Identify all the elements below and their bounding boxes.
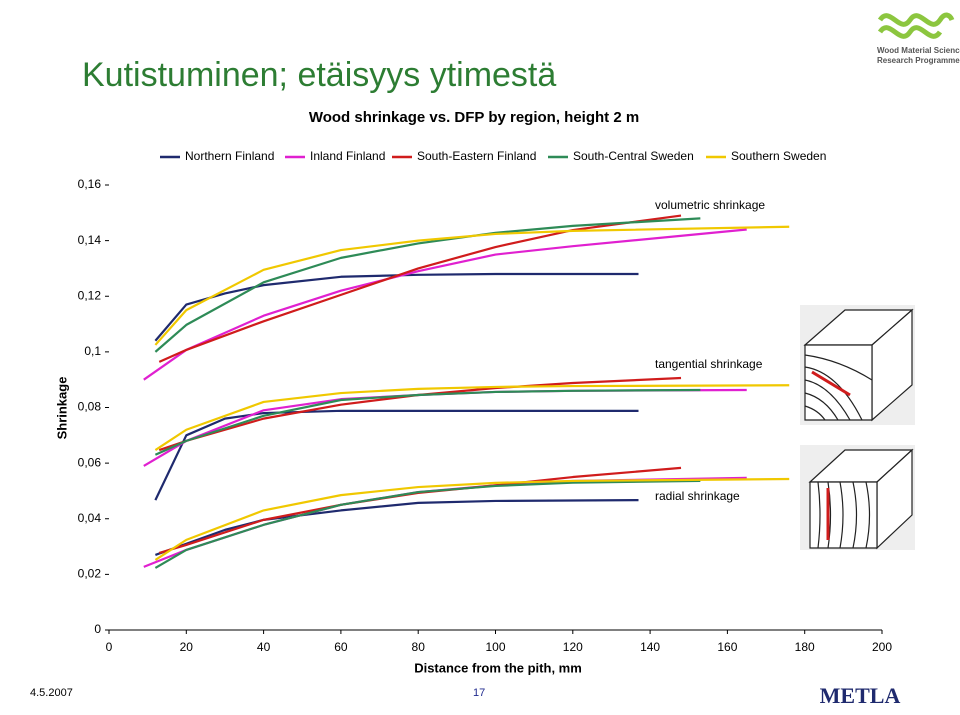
y-tick-label: 0,02 [78, 567, 102, 581]
legend-label: Southern Sweden [731, 149, 826, 163]
page-number: 17 [473, 687, 485, 699]
annotation: tangential shrinkage [655, 357, 763, 371]
x-tick-label: 80 [412, 640, 426, 654]
wood-block-illustration [800, 305, 915, 550]
x-tick-label: 160 [717, 640, 737, 654]
y-tick-label: 0,1 [84, 344, 101, 358]
series-line [154, 217, 701, 353]
x-tick-label: 40 [257, 640, 271, 654]
logo-text: Wood Material Science [877, 46, 960, 55]
y-tick-label: 0,12 [78, 288, 102, 302]
y-tick-label: 0,06 [78, 455, 102, 469]
x-axis-label: Distance from the pith, mm [414, 660, 582, 675]
x-tick-label: 60 [334, 640, 348, 654]
logo-mark [877, 12, 955, 39]
x-tick-label: 140 [640, 640, 660, 654]
series-line [154, 388, 701, 456]
y-tick-label: 0,14 [78, 233, 102, 247]
slide-date: 4.5.2007 [30, 687, 73, 699]
x-tick-label: 20 [180, 640, 194, 654]
x-tick-label: 120 [563, 640, 583, 654]
logo-text: Research Programme [877, 56, 960, 65]
annotation: volumetric shrinkage [655, 198, 765, 212]
series-line [158, 214, 682, 363]
annotation: radial shrinkage [655, 489, 740, 503]
slide-title: Kutistuminen; etäisyys ytimestä [82, 56, 556, 94]
series-line [154, 225, 790, 346]
legend-label: South-Central Sweden [573, 149, 694, 163]
chart-title: Wood shrinkage vs. DFP by region, height… [309, 109, 639, 126]
series-line [154, 272, 639, 342]
legend-label: Northern Finland [185, 149, 274, 163]
series-line [154, 477, 790, 561]
legend-label: Inland Finland [310, 149, 385, 163]
legend-label: South-Eastern Finland [417, 149, 536, 163]
series-line [154, 384, 790, 451]
y-axis-label: Shrinkage [54, 377, 69, 440]
y-tick-label: 0,16 [78, 177, 102, 191]
y-tick-label: 0,08 [78, 400, 102, 414]
x-tick-label: 0 [106, 640, 113, 654]
x-tick-label: 200 [872, 640, 892, 654]
series-line [154, 479, 701, 569]
x-tick-label: 180 [795, 640, 815, 654]
series-line [155, 499, 639, 556]
x-tick-label: 100 [485, 640, 505, 654]
y-tick-label: 0,04 [78, 511, 102, 525]
y-tick-label: 0 [94, 622, 101, 636]
logo-wordmark: METLA [820, 683, 901, 708]
